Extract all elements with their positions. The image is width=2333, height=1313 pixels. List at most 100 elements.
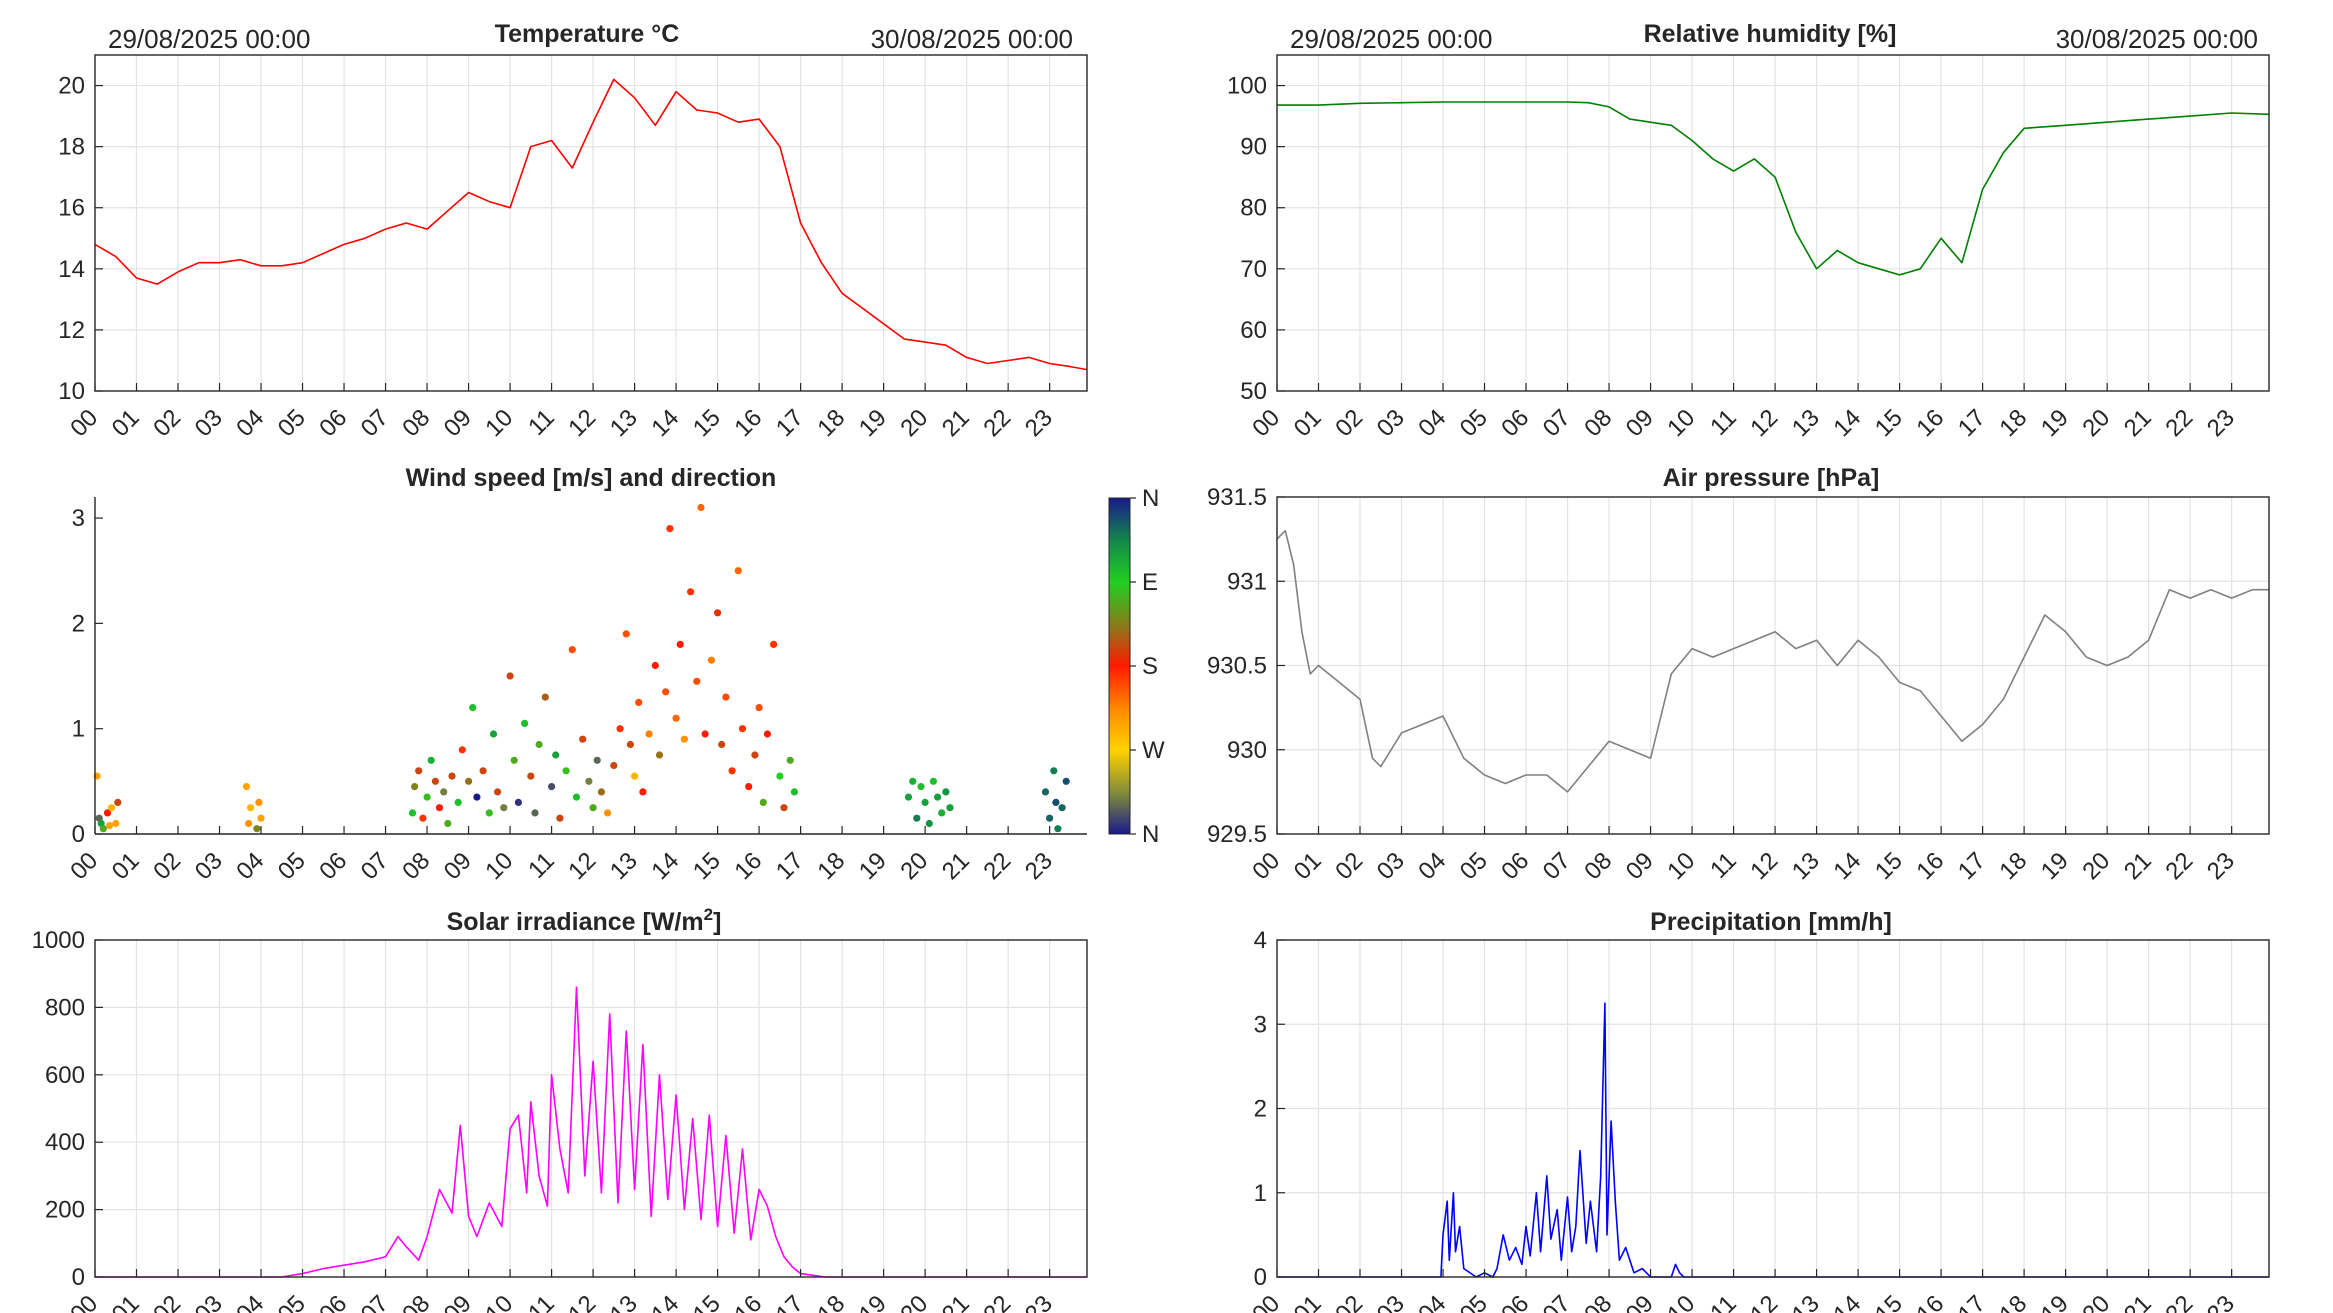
y-tick-label: 930 xyxy=(1227,737,1267,764)
wind-title: Wind speed [m/s] and direction xyxy=(406,464,777,492)
x-tick-label: 00 xyxy=(65,847,103,885)
x-tick-label: 17 xyxy=(771,404,809,442)
wind-point xyxy=(473,793,481,801)
wind-point xyxy=(938,809,946,817)
y-tick-label: 20 xyxy=(58,73,85,100)
wind-point xyxy=(510,756,518,764)
wind-point xyxy=(556,814,564,822)
x-tick-label: 03 xyxy=(1372,1290,1410,1313)
humidity-start-date: 29/08/2025 00:00 xyxy=(1290,24,1492,54)
x-tick-label: 02 xyxy=(1330,847,1368,885)
x-tick-label: 16 xyxy=(1911,847,1949,885)
x-tick-label: 05 xyxy=(1455,404,1493,442)
x-tick-label: 20 xyxy=(895,404,933,442)
y-tick-label: 10 xyxy=(58,378,85,405)
precipitation-chart: Precipitation [mm/h] 00 01 02 03 04 05 06 07 08 0… xyxy=(1247,908,2270,1313)
wind-point xyxy=(759,798,767,807)
x-tick-label: 18 xyxy=(1994,404,2032,442)
x-tick-label: 17 xyxy=(1953,1290,1991,1313)
wind-point xyxy=(687,588,695,596)
x-tick-label: 15 xyxy=(1870,404,1908,442)
x-tick-label: 23 xyxy=(2202,1290,2240,1313)
wind-point xyxy=(593,756,601,764)
wind-point xyxy=(734,567,742,575)
y-tick-label: 400 xyxy=(45,1129,85,1156)
x-tick-label: 00 xyxy=(1247,1290,1285,1313)
x-tick-label: 13 xyxy=(1787,1290,1825,1313)
x-tick-label: 18 xyxy=(1994,1290,2032,1313)
x-tick-label: 10 xyxy=(1662,404,1700,442)
x-tick-label: 07 xyxy=(356,404,394,442)
wind-point xyxy=(408,809,417,817)
x-tick-label: 08 xyxy=(1579,404,1617,442)
wind-point xyxy=(589,804,597,812)
x-tick-label: 09 xyxy=(439,404,477,442)
wind-point xyxy=(572,793,581,801)
wind-point xyxy=(105,822,114,830)
x-tick-label: 08 xyxy=(1579,847,1617,885)
y-tick-label: 12 xyxy=(58,317,85,344)
wind-point xyxy=(904,793,913,801)
x-tick-label: 23 xyxy=(1020,404,1058,442)
y-tick-label: 931.5 xyxy=(1207,484,1267,511)
x-tick-label: 17 xyxy=(771,1290,809,1313)
y-tick-label: 50 xyxy=(1240,378,1267,405)
x-tick-label: 02 xyxy=(1330,404,1368,442)
x-tick-label: 15 xyxy=(688,404,726,442)
wind-point xyxy=(701,730,709,738)
wind-point xyxy=(423,793,431,801)
x-tick-label: 22 xyxy=(2160,847,2198,885)
x-tick-label: 16 xyxy=(1911,404,1949,442)
x-tick-label: 12 xyxy=(563,847,601,885)
wind-point xyxy=(427,756,435,764)
x-tick-label: 14 xyxy=(1828,847,1866,885)
x-tick-label: 02 xyxy=(148,1290,186,1313)
wind-point xyxy=(1052,798,1060,807)
y-tick-label: 600 xyxy=(45,1062,85,1089)
x-tick-label: 11 xyxy=(1705,1290,1742,1313)
x-tick-label: 07 xyxy=(1538,404,1576,442)
x-tick-label: 03 xyxy=(190,847,228,885)
wind-point xyxy=(247,804,255,812)
x-tick-label: 21 xyxy=(2119,1290,2157,1313)
x-tick-label: 20 xyxy=(2077,404,2115,442)
wind-point xyxy=(597,788,606,796)
wind-point xyxy=(469,704,477,712)
x-tick-label: 05 xyxy=(273,404,311,442)
x-tick-label: 13 xyxy=(1787,404,1825,442)
wind-point xyxy=(108,804,116,812)
colorbar-label: E xyxy=(1142,569,1158,596)
colorbar-label: W xyxy=(1142,737,1165,764)
x-tick-label: 22 xyxy=(2160,1290,2198,1313)
wind-point xyxy=(435,804,444,812)
x-tick-label: 10 xyxy=(480,1290,518,1313)
x-tick-label: 01 xyxy=(107,404,145,442)
precipitation-title: Precipitation [mm/h] xyxy=(1650,908,1892,936)
wind-point xyxy=(631,772,639,780)
x-tick-label: 20 xyxy=(2077,1290,2115,1313)
wind-left-axis xyxy=(94,497,1087,835)
x-tick-label: 08 xyxy=(1579,1290,1617,1313)
wind-point xyxy=(454,798,462,807)
humidity-title: Relative humidity [%] xyxy=(1644,20,1897,48)
wind-point xyxy=(531,809,539,817)
y-tick-label: 200 xyxy=(45,1197,85,1224)
x-tick-label: 03 xyxy=(1372,847,1410,885)
wind-point xyxy=(610,761,618,770)
x-tick-label: 14 xyxy=(646,1290,684,1313)
x-tick-label: 02 xyxy=(148,404,186,442)
colorbar-gradient xyxy=(1108,497,1131,835)
wind-point xyxy=(585,777,593,785)
temperature-title: Temperature °C xyxy=(495,20,680,48)
x-tick-label: 19 xyxy=(2036,1290,2074,1313)
x-tick-label: 12 xyxy=(563,1290,601,1313)
pressure-series-line xyxy=(1276,529,2269,793)
wind-point xyxy=(99,825,107,833)
x-tick-label: 13 xyxy=(605,1290,643,1313)
x-tick-label: 22 xyxy=(2160,404,2198,442)
x-tick-label: 15 xyxy=(688,847,726,885)
wind-point xyxy=(639,788,647,796)
x-tick-label: 12 xyxy=(1745,404,1783,442)
x-tick-label: 23 xyxy=(2202,404,2240,442)
